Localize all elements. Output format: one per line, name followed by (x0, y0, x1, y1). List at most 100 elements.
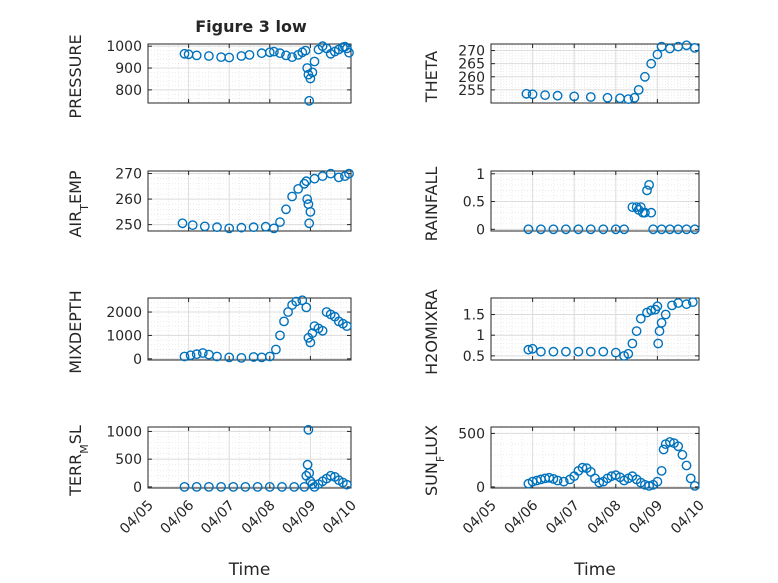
data-point (627, 338, 638, 349)
data-point (199, 221, 210, 232)
data-point (270, 344, 281, 355)
data-point (275, 217, 285, 228)
data-point (677, 449, 688, 460)
data-point (527, 343, 538, 354)
y-tick-label: 270 (115, 167, 142, 183)
data-point (216, 481, 227, 492)
data-point (301, 302, 312, 313)
y-tick-label: 260 (458, 70, 485, 86)
x-axis-label: Time (573, 560, 616, 580)
data-point (236, 352, 247, 363)
data-point (240, 481, 251, 492)
data-point (191, 481, 202, 492)
y-tick-label: 1000 (106, 39, 142, 55)
x-tick-label: 04/07 (198, 498, 238, 538)
x-tick-label: 04/06 (158, 497, 198, 537)
y-tick-label: 0.5 (463, 195, 485, 211)
data-point (228, 481, 239, 492)
data-point (264, 481, 275, 492)
y-tick-label: 265 (458, 57, 485, 73)
y-tick-label: 270 (458, 44, 485, 60)
data-point (548, 473, 559, 484)
data-point (341, 479, 352, 490)
data-point (558, 476, 569, 487)
data-point (307, 67, 318, 78)
data-point (268, 223, 279, 234)
sun-flux-panel: 0 500 SUNFLUX 04/05 04/06 04/07 04/08 04/09 04/1… (422, 425, 708, 580)
data-point (665, 437, 675, 447)
data-point (640, 71, 650, 82)
y-tick-label: 0 (133, 352, 142, 368)
air-temp-panel: 250 260 270 AIRTEMP (66, 167, 354, 238)
data-point (573, 224, 584, 235)
data-point (585, 346, 596, 357)
data-point (344, 47, 354, 58)
data-point (598, 346, 609, 357)
data-point (325, 168, 336, 179)
y-tick-label: 1000 (106, 424, 142, 440)
data-point (297, 295, 308, 306)
data-point (656, 465, 667, 476)
data-point (236, 222, 247, 233)
data-point (309, 56, 320, 67)
data-point (673, 441, 684, 452)
data-point (640, 207, 650, 218)
data-point (179, 351, 190, 362)
data-point (212, 351, 222, 362)
data-point (302, 194, 313, 205)
data-point (281, 204, 291, 215)
mixdepth-panel: 0 1000 2000 MIXDEPTH (66, 290, 352, 374)
data-point (656, 317, 667, 328)
data-point (594, 477, 605, 488)
data-point (521, 88, 532, 99)
y-tick-label: 500 (115, 452, 142, 468)
data-point (197, 348, 208, 358)
data-point (325, 470, 336, 481)
axes-box (490, 426, 700, 489)
data-point (548, 224, 559, 235)
data-point (598, 224, 609, 235)
x-tick-label: 04/10 (320, 498, 360, 538)
data-point (252, 481, 263, 492)
data-point (653, 338, 664, 349)
y-axis-label: AIRTEMP (66, 170, 91, 237)
data-point (244, 50, 255, 60)
rainfall-panel: 0 0.5 1 RAINFALL (422, 167, 700, 241)
data-point (573, 346, 584, 357)
data-point (305, 206, 316, 217)
data-point (275, 330, 285, 341)
data-point (281, 50, 291, 61)
data-point (577, 462, 588, 473)
data-point (344, 168, 354, 179)
data-point (652, 476, 663, 487)
data-point (602, 92, 613, 103)
y-tick-label: 255 (458, 83, 485, 99)
data-point (689, 43, 700, 53)
data-point (689, 224, 700, 235)
terr-msl-panel: 0 500 1000 TERRMSL 04/05 04/06 04/07 04/08 04/09… (66, 424, 360, 580)
data-point (652, 49, 663, 60)
data-point (544, 472, 555, 483)
y-tick-label: 1 (476, 328, 485, 344)
data-point (291, 296, 302, 307)
data-point (289, 481, 300, 492)
data-point (536, 346, 546, 357)
data-point (552, 475, 563, 486)
data-point (300, 45, 311, 56)
data-point (646, 207, 657, 218)
data-point (179, 48, 190, 59)
data-point (644, 179, 654, 190)
data-point (287, 191, 297, 202)
y-tick-label: 0.5 (463, 349, 485, 365)
y-axis-label: SUNFLUX (422, 425, 447, 496)
data-point (187, 220, 198, 231)
data-point (203, 481, 214, 492)
data-point (341, 321, 352, 331)
data-point (629, 92, 640, 103)
data-point (264, 351, 275, 362)
data-point (623, 94, 634, 105)
data-point (248, 222, 259, 233)
data-point (631, 326, 642, 336)
y-tick-label: 0 (476, 480, 485, 496)
data-point (277, 481, 287, 492)
